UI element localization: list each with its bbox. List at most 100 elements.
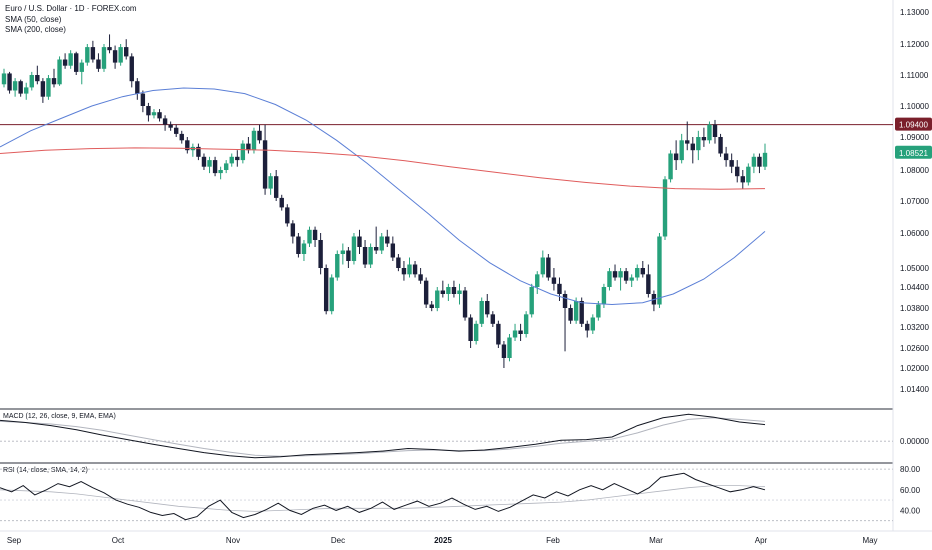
candle-body — [240, 143, 246, 161]
candle-body — [512, 330, 518, 338]
candle-body — [740, 176, 745, 183]
candle — [357, 229, 362, 254]
candle — [585, 320, 590, 338]
candle — [96, 53, 101, 72]
candle-body — [596, 304, 601, 318]
time-tick-label: Oct — [112, 536, 125, 545]
candle-body — [118, 47, 123, 63]
candle-body — [623, 271, 629, 281]
price-tick-label: 1.10000 — [900, 102, 929, 111]
candle-body — [523, 314, 529, 334]
candle — [240, 140, 246, 164]
candle — [679, 133, 684, 164]
candle — [46, 75, 51, 100]
candle — [546, 254, 551, 281]
candle — [557, 277, 562, 301]
price-tick-label: 1.09000 — [900, 133, 929, 142]
time-tick-label: May — [862, 536, 877, 545]
last-price-badge — [895, 145, 932, 159]
candle — [540, 250, 546, 278]
candle — [7, 71, 12, 94]
candle-body — [518, 330, 523, 334]
candle-body — [407, 264, 412, 275]
candle — [435, 287, 440, 312]
candle-body — [535, 274, 540, 287]
candle-body — [685, 140, 690, 144]
candle — [512, 323, 518, 341]
candle-body — [479, 301, 484, 324]
candle — [179, 130, 184, 144]
candle — [318, 233, 323, 275]
candle-body — [540, 257, 546, 275]
candle — [690, 137, 695, 164]
candle — [640, 261, 645, 278]
candle-body — [346, 250, 351, 261]
candle — [607, 268, 612, 291]
candle — [762, 143, 768, 170]
candle — [568, 304, 573, 324]
candle — [362, 240, 368, 268]
candle-body — [496, 323, 501, 345]
candle — [573, 297, 579, 324]
candle-body — [51, 78, 57, 85]
candle — [279, 194, 284, 211]
candle-body — [640, 268, 645, 275]
candle — [124, 39, 129, 60]
candle-body — [173, 127, 179, 134]
candle-body — [657, 236, 662, 305]
candle-body — [18, 81, 23, 94]
candle-body — [757, 156, 762, 167]
candle-body — [273, 176, 279, 198]
candle — [290, 220, 296, 244]
candle — [423, 277, 429, 308]
candle — [118, 44, 123, 66]
candle-body — [546, 257, 551, 278]
candle — [323, 264, 329, 315]
price-tick-label: 1.07000 — [900, 197, 929, 206]
legend-sma50[interactable]: SMA (50, close) — [5, 15, 62, 24]
candle — [57, 56, 62, 86]
candle — [135, 78, 140, 100]
candle — [140, 90, 146, 113]
candle-body — [612, 271, 618, 278]
candle-body — [562, 294, 568, 308]
candle — [285, 204, 290, 227]
candle — [29, 71, 34, 91]
candle — [40, 78, 46, 103]
horizontal-level-badge — [895, 117, 932, 131]
candle-body — [557, 283, 562, 294]
candle-body — [568, 308, 573, 321]
candle-body — [418, 274, 423, 281]
candle-body — [218, 170, 223, 174]
candle — [740, 170, 745, 189]
candle — [335, 250, 340, 281]
candle — [168, 121, 173, 131]
candle — [712, 119, 718, 144]
candle-body — [323, 268, 329, 312]
candle-body — [179, 133, 184, 141]
price-tick-label: 1.02000 — [900, 364, 929, 373]
candle — [446, 283, 451, 301]
candle — [235, 150, 240, 167]
candle-body — [573, 301, 579, 321]
candle — [112, 45, 118, 69]
candle — [246, 137, 251, 154]
candle-body — [585, 323, 590, 331]
rsi-tick-label: 80.00 — [900, 465, 921, 474]
candle-body — [168, 124, 173, 128]
candle-body — [457, 290, 462, 294]
legend-sma200[interactable]: SMA (200, close) — [5, 25, 66, 34]
candle-body — [590, 317, 596, 331]
candle — [596, 301, 601, 321]
candle-body — [629, 277, 634, 281]
candle-body — [579, 301, 584, 324]
candle — [518, 323, 523, 341]
candle-body — [357, 236, 362, 247]
candle — [612, 264, 618, 281]
candle-body — [223, 163, 229, 170]
time-tick-label: 2025 — [434, 536, 452, 545]
candle — [723, 146, 729, 167]
candle — [401, 261, 407, 281]
candle — [496, 320, 501, 348]
